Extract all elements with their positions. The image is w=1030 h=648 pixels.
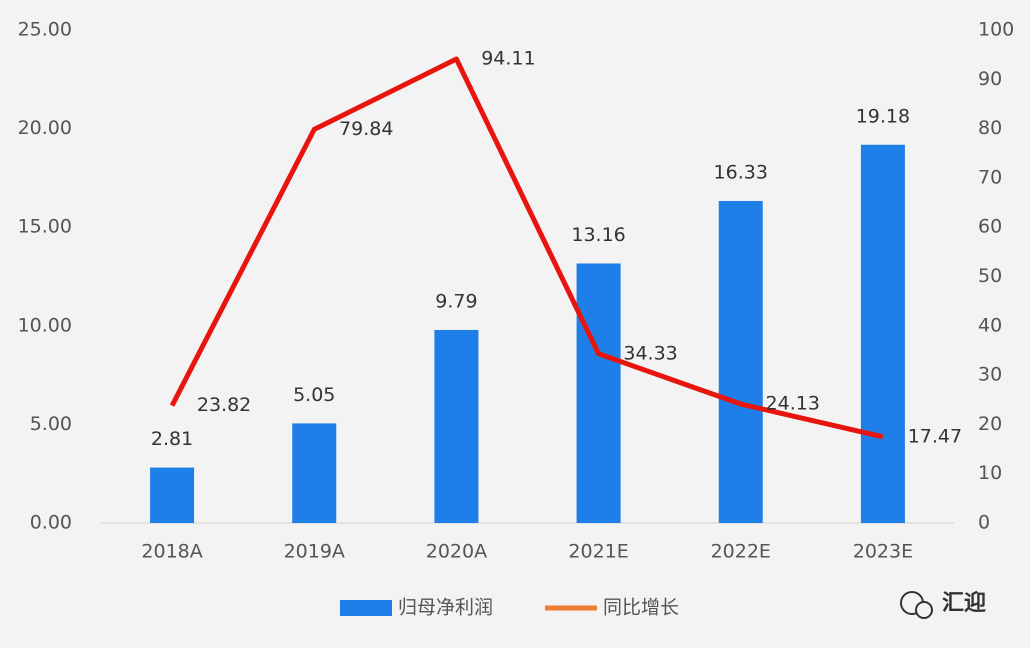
legend-label: 归母净利润 [398,597,493,619]
legend-label: 同比增长 [603,597,679,619]
line [169,56,884,440]
x-tick-label: 2018A [141,541,202,563]
y2-tick-label: 0 [978,512,990,534]
y2-tick-label: 70 [978,166,1002,188]
x-tick-label: 2020A [426,541,487,563]
y2-tick-label: 40 [978,314,1002,336]
y-tick-label: 25.00 [18,19,72,41]
bar-value-label: 5.05 [293,384,335,406]
y2-tick-label: 80 [978,117,1002,139]
bar-value-label: 2.81 [151,428,193,450]
x-tick-label: 2022E [711,541,771,563]
bar [860,144,905,524]
y-tick-label: 10.00 [18,314,72,336]
bar [150,467,195,523]
bar [576,263,621,523]
y2-tick-label: 90 [978,68,1002,90]
x-tick-label: 2019A [284,541,345,563]
x-tick-label: 2023E [853,541,913,563]
watermark: 汇迎 [942,590,986,616]
line-value-label: 24.13 [766,393,820,415]
y2-tick-label: 50 [978,265,1002,287]
bar [718,200,763,523]
y-tick-label: 0.00 [30,512,72,534]
bar [292,423,337,523]
x-tick-label: 2021E [568,541,628,563]
watermark-icon [900,591,933,619]
line-value-label: 17.47 [908,425,962,447]
line-value-label: 79.84 [339,118,393,140]
bar-value-label: 13.16 [571,224,625,246]
line-value-label: 94.11 [481,48,535,70]
y2-tick-label: 100 [978,19,1014,41]
y-tick-label: 5.00 [30,413,72,435]
y2-tick-label: 10 [978,462,1002,484]
y-tick-label: 15.00 [18,216,72,238]
y-tick-label: 20.00 [18,117,72,139]
y2-tick-label: 60 [978,216,1002,238]
line-value-label: 23.82 [197,394,251,416]
bar-value-label: 16.33 [714,161,768,183]
legend-swatch [340,600,392,616]
bar-value-label: 9.79 [435,290,477,312]
y2-tick-label: 30 [978,364,1002,386]
line-value-label: 34.33 [623,342,677,364]
y2-tick-label: 20 [978,413,1002,435]
bar-value-label: 19.18 [856,105,910,127]
bar [434,329,479,523]
